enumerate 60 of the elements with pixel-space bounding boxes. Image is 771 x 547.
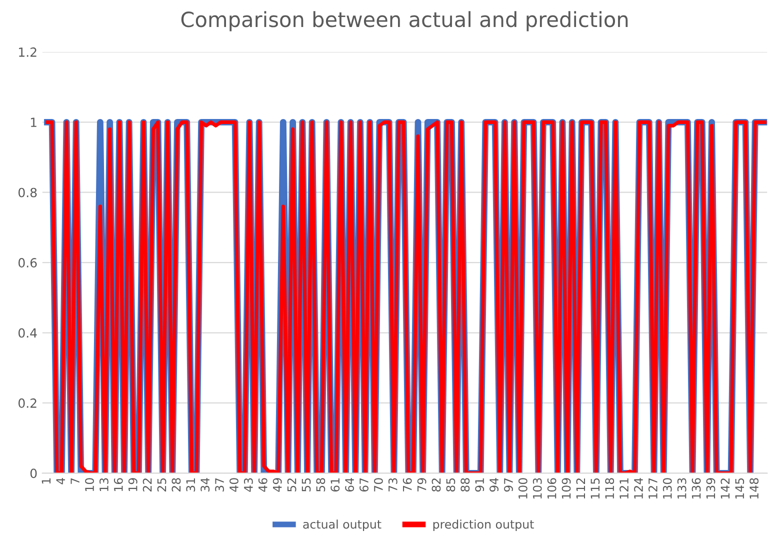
x-tick-label: 37 <box>215 478 224 492</box>
x-tick-label: 121 <box>620 478 628 499</box>
x-tick-label: 46 <box>258 478 268 492</box>
y-tick-label: 0.4 <box>18 328 37 338</box>
x-tick-label: 124 <box>634 478 643 499</box>
x-tick-label: 31 <box>186 478 196 492</box>
x-tick-label: 25 <box>157 478 166 492</box>
legend-label: prediction output <box>433 520 534 532</box>
x-tick-label: 88 <box>460 478 470 492</box>
x-tick-label: 76 <box>402 478 412 492</box>
chart-title: Comparison between actual and prediction <box>181 11 628 32</box>
x-tick-label: 118 <box>605 478 614 499</box>
x-tick-label: 22 <box>142 478 152 492</box>
x-tick-label: 127 <box>648 478 658 499</box>
x-tick-label: 73 <box>388 478 398 492</box>
x-tick-label: 148 <box>750 478 759 499</box>
x-tick-label: 64 <box>345 478 354 492</box>
x-tick-label: 142 <box>720 478 730 499</box>
x-tick-label: 16 <box>114 478 123 492</box>
x-tick-label: 103 <box>532 478 542 499</box>
x-tick-label: 28 <box>172 478 181 492</box>
x-tick-label: 13 <box>100 478 108 492</box>
x-tick-label: 40 <box>230 478 238 492</box>
x-tick-label: 58 <box>316 478 326 492</box>
x-tick-label: 43 <box>244 478 253 492</box>
x-tick-label: 4 <box>56 478 65 484</box>
x-tick-label: 82 <box>432 478 441 492</box>
x-tick-label: 85 <box>446 478 456 492</box>
x-tick-label: 115 <box>590 478 600 499</box>
x-tick-label: 139 <box>706 478 716 499</box>
x-tick-label: 94 <box>490 478 498 492</box>
x-tick-label: 70 <box>374 478 383 492</box>
x-tick-label: 19 <box>128 478 138 492</box>
x-tick-label: 10 <box>85 478 94 492</box>
x-tick-label: 7 <box>70 478 80 484</box>
x-tick-label: 136 <box>692 478 701 499</box>
y-tick-label: 0 <box>30 468 37 478</box>
y-tick-label: 1 <box>30 118 36 127</box>
y-tick-label: 0.6 <box>18 258 37 268</box>
x-tick-label: 79 <box>417 478 426 492</box>
x-tick-label: 34 <box>200 478 210 492</box>
x-tick-label: 109 <box>562 478 571 499</box>
x-tick-label: 1 <box>42 478 50 484</box>
x-tick-label: 61 <box>330 478 340 492</box>
x-tick-label: 97 <box>504 478 513 492</box>
legend-label: actual output <box>303 520 382 532</box>
x-tick-label: 112 <box>576 478 586 499</box>
x-tick-label: 106 <box>547 478 556 499</box>
x-tick-label: 67 <box>360 478 368 492</box>
y-tick-label: 0.2 <box>18 398 36 408</box>
x-tick-label: 91 <box>475 478 484 492</box>
x-tick-label: 100 <box>518 478 528 499</box>
x-tick-label: 52 <box>287 478 296 492</box>
x-tick-label: 49 <box>272 478 282 492</box>
x-tick-label: 133 <box>677 478 686 499</box>
y-tick-label: 1.2 <box>19 47 36 57</box>
x-tick-label: 145 <box>735 478 744 499</box>
x-tick-label: 130 <box>662 478 672 499</box>
y-tick-label: 0.8 <box>18 188 37 198</box>
x-tick-label: 55 <box>302 478 311 492</box>
